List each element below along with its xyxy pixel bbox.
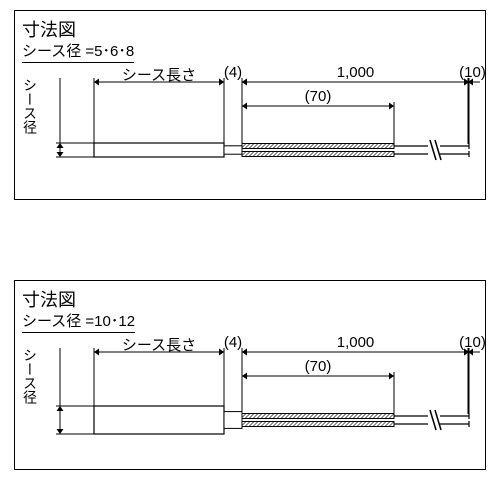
- diameter-label: シース径: [20, 348, 40, 404]
- dim-10: (10): [459, 64, 486, 81]
- diameter-label: シース径: [20, 78, 40, 134]
- panel-top: [14, 10, 486, 200]
- dim-gap4: (4): [224, 334, 242, 351]
- dim-sheath-length: シース長さ: [122, 334, 196, 355]
- panel-title: 寸法図: [22, 286, 76, 312]
- panel-bot: [14, 280, 486, 470]
- dim-1000: 1,000: [337, 334, 375, 351]
- dim-gap4: (4): [224, 64, 242, 81]
- dim-70: (70): [305, 88, 332, 105]
- dim-10: (10): [459, 334, 486, 351]
- dim-70: (70): [305, 358, 332, 375]
- panel-subtitle: シース径 =5･6･8: [22, 40, 134, 63]
- dim-sheath-length: シース長さ: [122, 64, 196, 85]
- panel-title: 寸法図: [22, 16, 76, 42]
- dim-1000: 1,000: [337, 64, 375, 81]
- panel-subtitle: シース径 =10･12: [22, 310, 135, 333]
- diagram-stage: 寸法図シース径 =5･6･8シース径シース長さ(4)1,000(70)(10)寸…: [0, 0, 500, 500]
